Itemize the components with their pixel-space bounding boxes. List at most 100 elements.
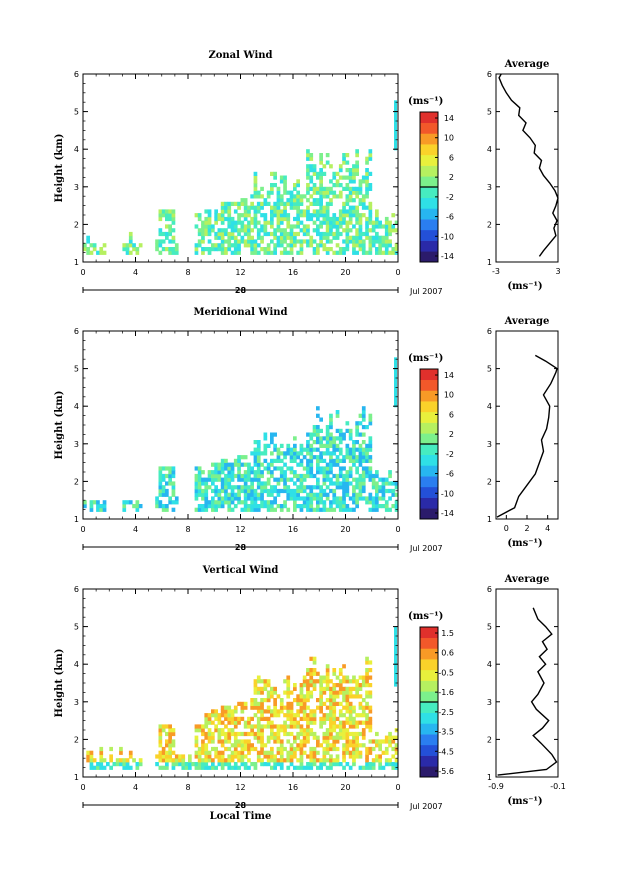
- heatmap-cell: [345, 228, 350, 233]
- heatmap-cell: [224, 209, 228, 214]
- heatmap-cell: [191, 762, 195, 767]
- heatmap-cell: [247, 462, 251, 467]
- heatmap-cell: [299, 250, 304, 255]
- heatmap-cell: [283, 473, 287, 479]
- heatmap-cell: [270, 458, 274, 463]
- colorbar-tick-label: -2: [446, 193, 454, 202]
- heatmap-cell: [224, 481, 228, 486]
- heatmap-cell: [352, 485, 356, 490]
- heatmap-cell: [279, 250, 284, 255]
- heatmap-cell: [99, 750, 104, 755]
- heatmap-cell: [306, 698, 310, 703]
- x-tick-label: 8: [185, 525, 190, 534]
- heatmap-cell: [368, 216, 373, 222]
- heatmap-cell: [253, 470, 258, 475]
- heatmap-cell: [197, 504, 202, 509]
- heatmap-cell: [253, 735, 258, 740]
- heatmap-cell: [368, 675, 373, 680]
- heatmap-cell: [368, 153, 373, 158]
- heatmap-cell: [250, 235, 254, 240]
- heatmap-cell: [381, 250, 386, 255]
- heatmap-cell: [293, 473, 297, 479]
- heatmap-cell: [375, 213, 379, 218]
- heatmap-cell: [329, 247, 333, 252]
- heatmap-cell: [316, 428, 320, 433]
- panel-title: Vertical Wind: [202, 565, 279, 576]
- heatmap-cell: [168, 758, 172, 763]
- heatmap-cell: [293, 216, 297, 222]
- heatmap-cell: [361, 455, 366, 460]
- heatmap-cell: [312, 239, 317, 244]
- heatmap-cell: [260, 473, 264, 479]
- heatmap-cell: [243, 754, 248, 759]
- heatmap-cell: [273, 205, 277, 210]
- heatmap-cell: [289, 224, 294, 229]
- heatmap-cell: [158, 481, 163, 486]
- heatmap-cell: [250, 504, 254, 509]
- heatmap-cell: [299, 728, 304, 733]
- heatmap-cell: [371, 504, 376, 509]
- heatmap-cell: [250, 731, 254, 737]
- heatmap-cell: [201, 231, 205, 237]
- heatmap-cell: [89, 750, 94, 755]
- heatmap-cell: [165, 488, 169, 494]
- heatmap-cell: [325, 746, 330, 752]
- heatmap-cell: [286, 705, 291, 710]
- x-tick-label: 12: [235, 525, 245, 534]
- heatmap-cell: [319, 705, 323, 710]
- heatmap-cell: [293, 507, 297, 512]
- heatmap-cell: [168, 250, 172, 255]
- heatmap-cell: [329, 164, 333, 169]
- heatmap-cell: [384, 224, 389, 229]
- heatmap-cell: [375, 504, 379, 509]
- heatmap-cell: [316, 492, 320, 497]
- heatmap-cell: [388, 481, 392, 486]
- heatmap-cell: [338, 190, 343, 195]
- heatmap-cell: [348, 496, 353, 501]
- heatmap-cell: [338, 447, 343, 452]
- heatmap-cell: [375, 754, 379, 759]
- heatmap-cell: [319, 168, 323, 173]
- heatmap-cell: [253, 705, 258, 710]
- heatmap-cell: [361, 743, 366, 748]
- heatmap-cell: [260, 762, 264, 767]
- colorbar-tick-label: 1.5: [441, 629, 454, 638]
- heatmap-cell: [174, 758, 179, 763]
- heatmap-cell: [237, 754, 241, 759]
- heatmap-cell: [355, 168, 359, 173]
- heatmap-cell: [237, 477, 241, 482]
- heatmap-cell: [263, 683, 268, 688]
- heatmap-cell: [296, 462, 300, 467]
- heatmap-cell: [119, 762, 123, 767]
- heatmap-cell: [286, 213, 291, 218]
- heatmap-cell: [135, 762, 140, 767]
- heatmap-cell: [214, 716, 218, 721]
- heatmap-cell: [302, 675, 307, 680]
- heatmap-cell: [306, 183, 310, 188]
- heatmap-cell: [338, 231, 343, 237]
- heatmap-cell: [260, 235, 264, 240]
- heatmap-cell: [352, 716, 356, 721]
- heatmap-cell: [204, 500, 209, 505]
- heatmap-cell: [381, 765, 386, 770]
- heatmap-cell: [368, 690, 373, 695]
- heatmap-cell: [165, 492, 169, 497]
- heatmap-cell: [299, 686, 304, 691]
- colorbar-tick-label: -2.5: [438, 708, 454, 717]
- heatmap-cell: [378, 243, 382, 248]
- heatmap-cell: [233, 754, 238, 759]
- heatmap-cell: [342, 713, 346, 718]
- heatmap-cell: [319, 758, 323, 763]
- heatmap-cell: [283, 477, 287, 482]
- y-axis-label: Height (km): [54, 391, 65, 460]
- heatmap-cell: [256, 201, 261, 206]
- heatmap-cell: [338, 731, 343, 737]
- heatmap-cell: [207, 239, 212, 244]
- heatmap-cell: [365, 220, 369, 225]
- heatmap-cell: [283, 201, 287, 206]
- heatmap-cell: [240, 716, 245, 721]
- heatmap-cell: [270, 220, 274, 225]
- heatmap-cell: [165, 758, 169, 763]
- heatmap-cell: [312, 496, 317, 501]
- heatmap-cell: [368, 724, 373, 729]
